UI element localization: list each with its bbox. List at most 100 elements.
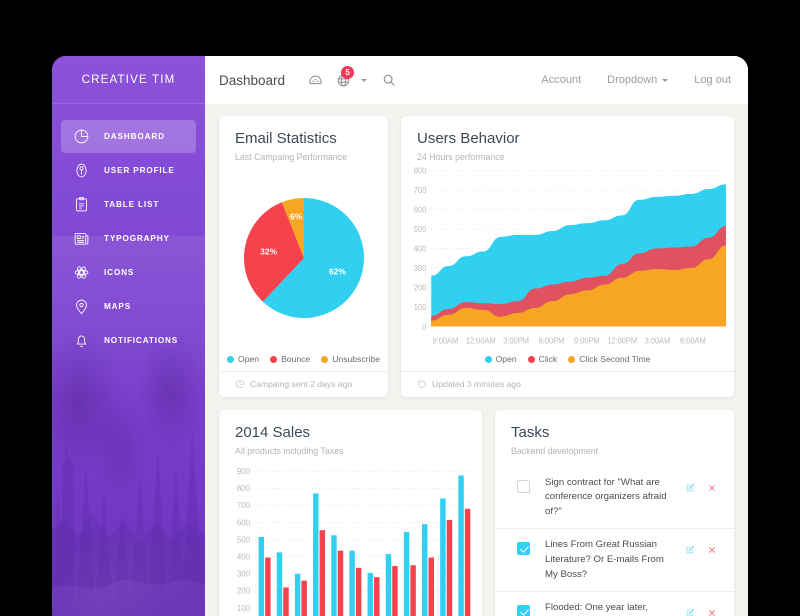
- task-checkbox[interactable]: [517, 479, 530, 493]
- y-axis-tick-label: 300: [237, 569, 251, 578]
- card-title: Tasks: [511, 424, 550, 441]
- bar-series-a: [276, 552, 283, 616]
- card-header: Users Behavior 24 Hours performance: [401, 116, 734, 162]
- y-axis-tick-label: 700: [414, 185, 426, 194]
- pie-chart-area: 62% 32% 6%: [219, 162, 388, 354]
- y-axis-tick-label: 400: [414, 244, 426, 253]
- area-chart-area: 0 100 200 300 400 500 600 700 800 9:00AM 12:00AM 3:…: [401, 162, 734, 354]
- task-actions: [686, 538, 720, 559]
- task-actions: [686, 476, 720, 497]
- edit-pencil-icon[interactable]: [686, 604, 695, 616]
- bar-series-b: [410, 564, 416, 616]
- bar-series-a: [422, 523, 428, 616]
- navbar-link-label: Dropdown: [607, 74, 658, 86]
- legend-item: Bounce: [270, 354, 310, 364]
- legend-color-dot: [527, 355, 535, 363]
- bell-icon: [72, 331, 91, 350]
- close-x-icon[interactable]: [708, 541, 716, 559]
- sidebar-item-table-list[interactable]: TABLE LIST: [61, 188, 196, 221]
- bar-series-a: [349, 550, 355, 616]
- legend-label: Open: [238, 354, 260, 364]
- card-footer: Updated 3 minutes ago: [401, 371, 734, 397]
- bar-series-a: [458, 475, 464, 616]
- card-subtitle: All products including Taxes: [235, 445, 344, 456]
- card-footer: Campaing sent 2 days ago: [219, 371, 388, 397]
- task-row: Sign contract for "What are conference o…: [495, 467, 734, 529]
- legend-color-dot: [227, 355, 235, 363]
- card-title: 2014 Sales: [235, 424, 311, 441]
- notification-badge: 5: [341, 66, 355, 79]
- task-label: Flooded: One year later, assessing what …: [545, 602, 648, 614]
- task-list: Sign contract for "What are conference o…: [495, 467, 734, 616]
- navbar-link-dropdown[interactable]: Dropdown: [607, 74, 669, 86]
- x-axis-tick-label: 12:00AM: [466, 336, 496, 345]
- y-axis-tick-label: 600: [237, 518, 251, 527]
- dashboard-row-top: Email Statistics Last Campaing Performan…: [219, 116, 734, 397]
- bar-series-a: [403, 531, 410, 616]
- sidebar-purple-tint: [52, 56, 205, 616]
- navbar-link-account[interactable]: Account: [541, 74, 581, 86]
- legend-item: Click Second Time: [568, 354, 650, 364]
- pie-chart: 62% 32% 6%: [219, 162, 388, 354]
- y-axis-tick-label: 500: [414, 224, 426, 233]
- legend-label: Unsubscribe: [332, 354, 380, 364]
- card-footer-text: Updated 3 minutes ago: [432, 379, 521, 389]
- bar-series-a: [294, 573, 301, 616]
- legend-label: Open: [495, 354, 517, 364]
- navbar-link-logout[interactable]: Log out: [694, 74, 731, 86]
- person-icon: [72, 161, 91, 180]
- map-pin-icon: [72, 297, 91, 316]
- chevron-down-icon[interactable]: [361, 78, 368, 82]
- legend-color-dot: [484, 355, 492, 363]
- card-footer-text: Campaing sent 2 days ago: [250, 379, 353, 389]
- y-axis-tick-label: 700: [237, 501, 251, 510]
- close-x-icon[interactable]: [708, 479, 716, 497]
- task-checkbox[interactable]: [517, 542, 530, 556]
- x-axis-tick-label: 12:00PM: [607, 336, 637, 345]
- sidebar-item-typography[interactable]: TYPOGRAPHY: [61, 222, 196, 255]
- refresh-icon: [417, 379, 432, 389]
- edit-pencil-icon[interactable]: [686, 541, 695, 559]
- y-axis-tick-label: 800: [237, 484, 251, 493]
- sidebar-item-maps[interactable]: MAPS: [61, 290, 196, 323]
- notifications-button[interactable]: 5: [331, 66, 355, 92]
- sidebar-item-label: TABLE LIST: [104, 200, 160, 209]
- search-icon[interactable]: [377, 68, 401, 92]
- sidebar-item-icons[interactable]: ICONS: [61, 256, 196, 289]
- legend-color-dot: [270, 355, 278, 363]
- chevron-down-icon: [662, 78, 669, 82]
- x-axis-tick-label: 6:00AM: [680, 336, 706, 345]
- navbar-link-label: Log out: [694, 74, 731, 86]
- bar-series-b: [337, 550, 344, 616]
- dashboard-gauge-icon[interactable]: [303, 68, 327, 92]
- bar-chart-area: 100 200 300 400 500 600 700 800 900: [219, 456, 482, 616]
- dashboard-row-bottom: 2014 Sales All products including Taxes …: [219, 410, 734, 616]
- bar-series-a: [385, 553, 392, 616]
- task-label: Sign contract for "What are conference o…: [545, 476, 667, 517]
- brand-logo[interactable]: CREATIVE TIM: [52, 56, 205, 104]
- document-icon: [72, 229, 91, 248]
- sidebar-item-label: MAPS: [104, 302, 132, 311]
- bar-series-b: [265, 557, 271, 616]
- task-checkbox[interactable]: [517, 605, 530, 616]
- atom-icon: [72, 263, 91, 282]
- sidebar-item-user-profile[interactable]: USER PROFILE: [61, 154, 196, 187]
- legend-label: Click: [538, 354, 558, 364]
- card-subtitle: Last Campaing Performance: [235, 151, 347, 162]
- sidebar-item-dashboard[interactable]: DASHBOARD: [61, 120, 196, 153]
- card-subtitle: Backend development: [511, 445, 599, 456]
- app-window: CREATIVE TIM DASHBOARD USER PROFILE: [52, 56, 748, 616]
- sidebar-item-notifications[interactable]: NOTIFICATIONS: [61, 324, 196, 357]
- card-title: Email Statistics: [235, 130, 337, 147]
- close-x-icon[interactable]: [708, 604, 716, 616]
- legend-label: Click Second Time: [579, 354, 651, 364]
- legend-color-dot: [568, 355, 576, 363]
- edit-pencil-icon[interactable]: [686, 479, 695, 497]
- bar-series-a: [313, 493, 319, 616]
- sidebar-item-label: USER PROFILE: [104, 166, 175, 175]
- card-header: 2014 Sales All products including Taxes: [219, 410, 482, 456]
- dashboard-content: Email Statistics Last Campaing Performan…: [205, 104, 748, 616]
- y-axis-tick-label: 900: [237, 467, 251, 476]
- y-axis-tick-label: 0: [422, 322, 426, 331]
- sidebar-background-image: [52, 56, 205, 616]
